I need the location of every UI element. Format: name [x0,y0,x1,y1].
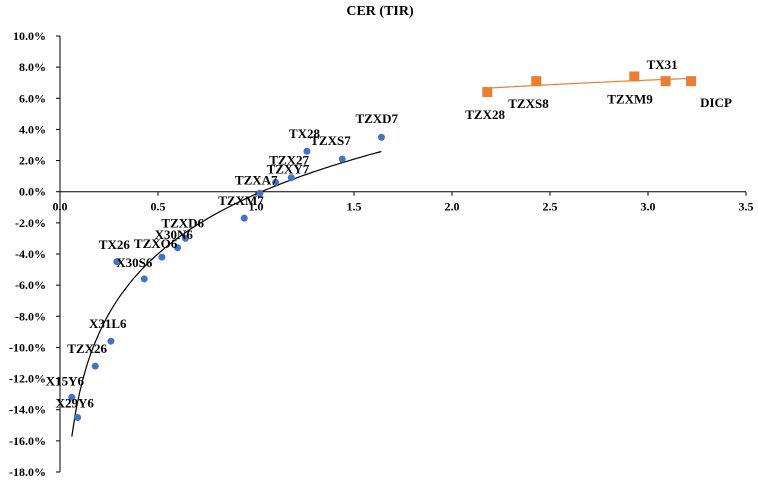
data-label: X31L6 [89,316,127,331]
trendline-series-1 [71,150,382,437]
data-point [74,414,82,421]
chart-title: CER (TIR) [346,4,414,19]
data-label: TZXD6 [161,215,204,230]
x-tick-label: 0.0 [53,200,68,214]
point-labels: X29Y6X15Y6TZX26X31L6TX26X30S6TZXO6X30N6T… [46,57,732,410]
data-points [68,71,697,421]
data-point [240,214,248,222]
y-tick-label: -16.0% [9,434,46,448]
data-point [91,362,99,370]
trendline-series-2 [487,77,692,89]
data-point [482,87,493,98]
data-label: TX31 [647,57,678,72]
y-tick-label: 0.0% [19,185,46,199]
data-label: TX28 [289,126,321,141]
data-label: TZXA7 [235,172,278,187]
data-label: X15Y6 [46,373,85,388]
data-point [174,244,182,252]
y-tick-label: -10.0% [9,340,46,354]
y-tick-label: -2.0% [15,216,46,230]
y-tick-label: 6.0% [19,91,46,105]
data-point [272,178,280,186]
data-label: TZXS8 [508,96,549,111]
data-label: TZX26 [67,341,107,356]
data-point [303,147,311,155]
data-point [181,234,189,242]
data-label: TZXM9 [607,91,653,106]
x-tick-label: 2.0 [445,200,460,214]
y-tick-label: -14.0% [9,403,46,417]
data-point [531,76,542,87]
data-label: X30S6 [116,255,153,270]
data-point [113,258,121,266]
data-point [158,253,166,261]
x-tick-label: 1.0 [249,200,264,214]
trendlines [71,77,692,437]
y-tick-label: -4.0% [15,247,46,261]
data-point [686,76,697,87]
data-point [629,71,640,82]
data-label: TZXY7 [267,161,310,176]
axes: 10.0% 8.0% 6.0% 4.0% 2.0% 0.0% -2.0% -4.0% -6.0%… [9,29,754,479]
data-label: X30N6 [155,227,194,242]
data-label: TZX27 [269,153,309,168]
data-label: TX26 [99,237,131,252]
data-point [660,76,671,87]
y-tick-label: 4.0% [19,122,46,136]
data-point [377,133,385,141]
x-tick-label: 0.5 [151,200,166,214]
data-label: TZXM7 [218,193,264,208]
y-tick-label: -8.0% [15,309,46,323]
data-label: X29Y6 [56,396,95,411]
data-label: DICP [700,95,732,110]
data-point [107,337,115,345]
y-tick-label: -18.0% [9,465,46,479]
y-tick-label: -12.0% [9,372,46,386]
x-tick-label: 3.5 [739,200,754,214]
data-label: TZXS7 [310,133,351,148]
x-tick-label: 1.5 [347,200,362,214]
x-tick-label: 2.5 [543,200,558,214]
x-tick-label: 3.0 [641,200,656,214]
data-point [338,155,346,163]
data-point [287,174,295,182]
data-point [256,189,264,197]
data-point [68,393,76,401]
data-point [140,275,148,283]
data-label: TZX28 [465,107,505,122]
y-tick-label: 2.0% [19,154,46,168]
y-tick-label: 8.0% [19,60,46,74]
y-tick-label: 10.0% [13,29,46,43]
data-label: TZXO6 [134,236,178,251]
y-tick-label: -6.0% [15,278,46,292]
data-label: TZXD7 [355,111,398,126]
